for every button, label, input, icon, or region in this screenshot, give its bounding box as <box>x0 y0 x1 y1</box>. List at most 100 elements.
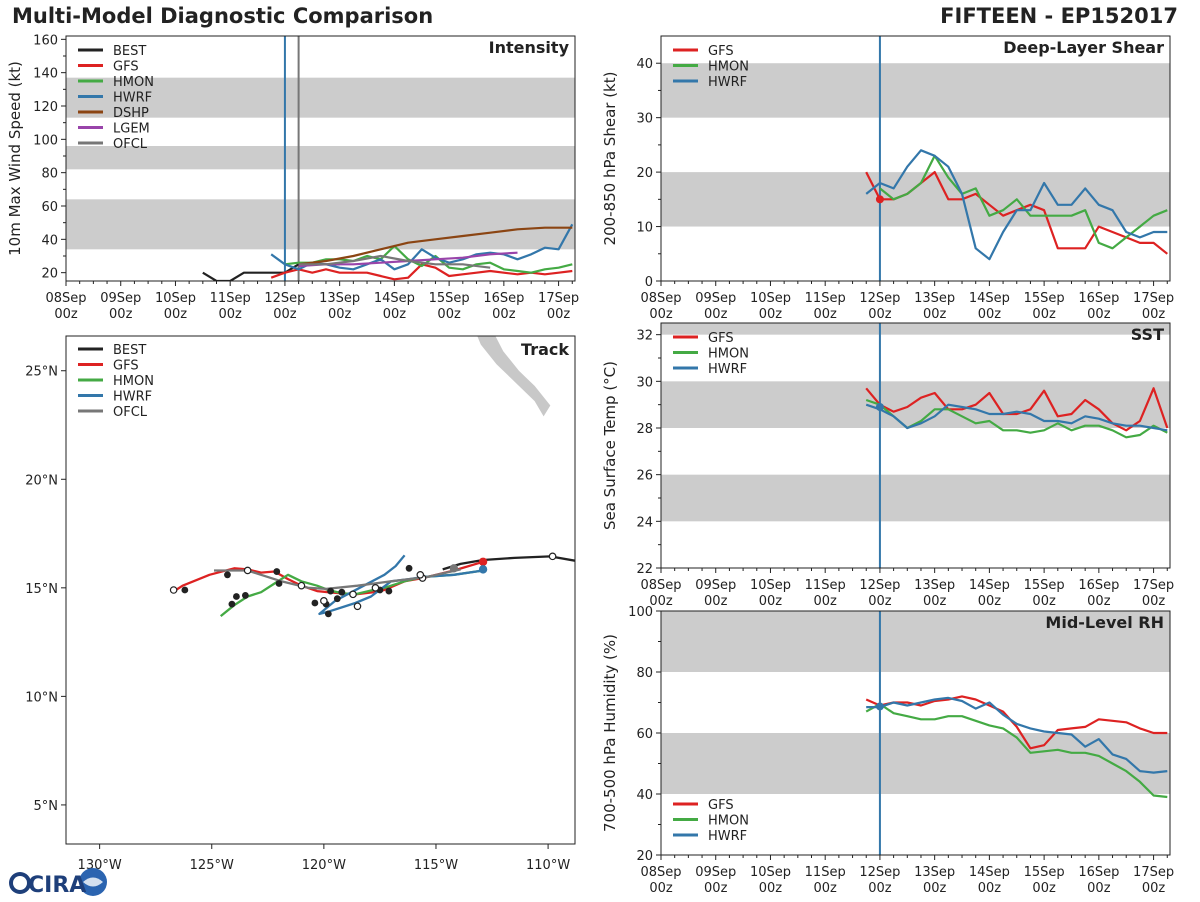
track-point-filled <box>241 592 249 599</box>
shear-xtick-day: 10Sep <box>750 291 791 306</box>
track-point-open <box>297 581 306 590</box>
intensity-band <box>66 146 575 170</box>
shear-panel: 01020304008Sep00z09Sep00z10Sep00z11Sep00… <box>601 35 1174 322</box>
track-point-open <box>548 552 557 561</box>
sst-band <box>661 474 1170 522</box>
cira-logo-icon: CIRA <box>9 868 107 898</box>
rh-line-hwrf <box>866 696 1168 774</box>
rh-xtick-day: 16Sep <box>1078 865 1119 880</box>
intensity-xtick-hour: 00z <box>547 307 571 322</box>
rh-marker <box>875 702 884 711</box>
track-ytick-label: 20°N <box>25 473 58 488</box>
sst-xtick-day: 13Sep <box>914 578 955 593</box>
rh-xtick-hour: 00z <box>704 881 728 896</box>
intensity-line-ofcl <box>298 254 491 269</box>
track-legend-hmon: HMON <box>113 374 154 389</box>
shear-ytick-label: 10 <box>636 221 653 236</box>
shear-xtick-day: 15Sep <box>1024 291 1065 306</box>
track-point-filled <box>385 587 393 595</box>
track-point-filled <box>311 599 319 607</box>
intensity-legend-dshp: DSHP <box>113 106 149 121</box>
rh-ytick-label: 40 <box>636 788 653 803</box>
sst-marker <box>875 403 884 411</box>
sst-xtick-day: 11Sep <box>805 578 846 593</box>
rh-xtick-day: 15Sep <box>1024 865 1065 880</box>
sst-ytick-label: 28 <box>636 422 653 437</box>
track-series <box>169 552 575 618</box>
intensity-band <box>66 77 575 118</box>
intensity-legend-hwrf: HWRF <box>113 91 152 106</box>
shear-ylabel: 200-850 hPa Shear (kt) <box>601 72 619 246</box>
track-point-open <box>320 597 328 605</box>
cira-logo-text: CIRA <box>28 873 86 898</box>
sst-ytick-label: 22 <box>636 562 653 577</box>
track-point-filled <box>224 571 231 579</box>
track-point-filled <box>233 593 240 600</box>
intensity-xtick-day: 12Sep <box>264 291 305 306</box>
shear-xtick-hour: 00z <box>1032 307 1056 322</box>
sst-xtick-hour: 00z <box>814 594 838 609</box>
rh-ytick-label: 100 <box>628 605 653 620</box>
rh-xtick-hour: 00z <box>978 881 1002 896</box>
sst-band <box>661 323 1170 335</box>
intensity-line-dshp <box>298 226 573 266</box>
track-legend-best: BEST <box>113 343 146 358</box>
intensity-legend-lgem: LGEM <box>113 122 150 137</box>
rh-legend-gfs: GFS <box>708 798 734 813</box>
storm-id: FIFTEEN - EP152017 <box>940 4 1178 28</box>
track-end-marker <box>478 565 488 574</box>
intensity-xtick-day: 10Sep <box>155 291 196 306</box>
track-point-filled <box>405 564 413 572</box>
intensity-ytick-label: 80 <box>41 167 58 182</box>
sst-ytick-label: 24 <box>636 515 653 530</box>
shear-xtick-hour: 00z <box>1087 307 1111 322</box>
track-ytick-label: 10°N <box>25 690 58 705</box>
rh-title: Mid-Level RH <box>1045 613 1164 632</box>
shear-xtick-day: 16Sep <box>1078 291 1119 306</box>
shear-ytick-label: 30 <box>636 112 653 127</box>
shear-xtick-day: 17Sep <box>1133 291 1174 306</box>
sst-xtick-hour: 00z <box>649 594 673 609</box>
shear-xtick-hour: 00z <box>814 307 838 322</box>
track-point-open <box>243 566 252 575</box>
intensity-band <box>66 199 575 250</box>
sst-frame <box>660 322 1171 569</box>
sst-xtick-day: 08Sep <box>640 578 681 593</box>
rh-xtick-day: 14Sep <box>969 865 1010 880</box>
intensity-title: Intensity <box>489 38 570 57</box>
rh-band <box>661 611 1170 672</box>
shear-xtick-hour: 00z <box>759 307 783 322</box>
track-frame <box>65 335 576 845</box>
track-end-marker <box>449 564 459 573</box>
track-ytick-label: 5°N <box>34 799 59 814</box>
shear-xtick-hour: 00z <box>704 307 728 322</box>
sst-band <box>661 381 1170 428</box>
intensity-xtick-hour: 00z <box>109 307 133 322</box>
track-point-filled <box>181 586 189 594</box>
intensity-legend-ofcl: OFCL <box>113 137 148 152</box>
rh-series <box>865 695 1168 799</box>
rh-ytick-label: 80 <box>636 666 653 681</box>
intensity-ytick-label: 60 <box>41 200 58 215</box>
intensity-xtick-day: 14Sep <box>374 291 415 306</box>
intensity-ytick-label: 160 <box>33 33 58 48</box>
page-title: Multi-Model Diagnostic Comparison <box>12 4 434 28</box>
track-xtick-label: 115°W <box>414 858 458 873</box>
track-point-open <box>169 586 178 594</box>
track-line-ofcl <box>214 568 461 591</box>
track-xtick-label: 110°W <box>526 858 570 873</box>
shear-ytick-label: 0 <box>645 275 653 290</box>
shear-marker <box>875 195 884 204</box>
shear-line-hmon <box>879 154 1168 250</box>
shear-xtick-hour: 00z <box>978 307 1002 322</box>
rh-band <box>661 733 1170 794</box>
sst-xtick-day: 17Sep <box>1133 578 1174 593</box>
shear-legend-hwrf: HWRF <box>708 75 747 90</box>
rh-ylabel: 700-500 hPa Humidity (%) <box>601 634 619 832</box>
rh-xtick-day: 13Sep <box>914 865 955 880</box>
sst-xtick-day: 09Sep <box>695 578 736 593</box>
sst-xtick-hour: 00z <box>1142 594 1166 609</box>
track-xtick-label: 125°W <box>190 858 234 873</box>
